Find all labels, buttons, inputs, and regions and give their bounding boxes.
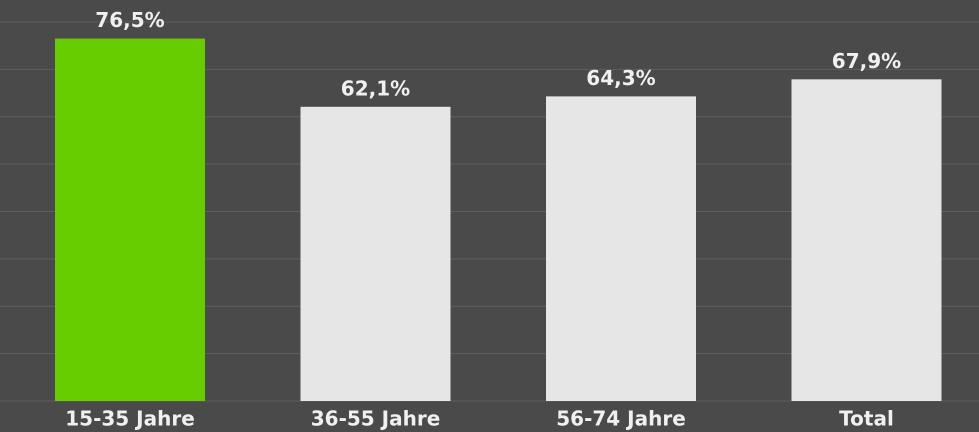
bar bbox=[300, 106, 451, 402]
bar bbox=[55, 38, 205, 402]
bar bbox=[546, 96, 696, 401]
x-tick-label: 15-35 Jahre bbox=[65, 407, 195, 431]
value-label: 76,5% bbox=[95, 8, 164, 32]
value-label: 67,9% bbox=[832, 49, 901, 73]
value-label: 64,3% bbox=[586, 66, 655, 90]
value-label: 62,1% bbox=[341, 76, 410, 100]
x-tick-label: 56-74 Jahre bbox=[556, 407, 686, 431]
x-tick-label: 36-55 Jahre bbox=[311, 407, 441, 431]
bar bbox=[791, 79, 942, 401]
x-tick-label: Total bbox=[839, 407, 894, 431]
